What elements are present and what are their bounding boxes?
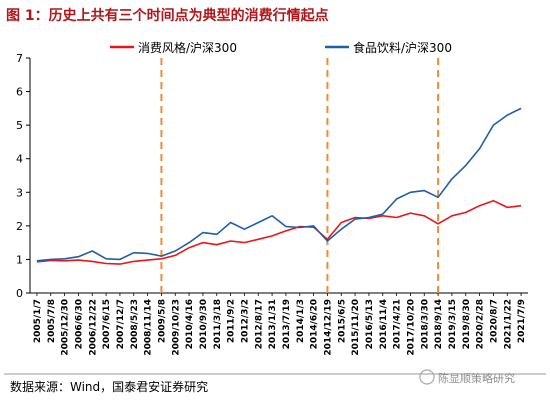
- x-tick-label: 2007/6/15: [102, 299, 112, 349]
- y-tick-label: 4: [16, 153, 23, 166]
- x-tick-label: 2018/3/30: [420, 299, 430, 349]
- x-tick-label: 2020/8/7: [489, 299, 499, 343]
- x-tick-label: 2007/12/7: [116, 299, 126, 349]
- x-tick-label: 2010/4/16: [185, 299, 195, 349]
- series-line-consumer: [36, 199, 522, 265]
- x-tick-label: 2011/9/2: [227, 299, 237, 343]
- legend-label-food: 食品饮料/沪深300: [353, 40, 452, 55]
- legend-label-consumer: 消费风格/沪深300: [138, 40, 237, 55]
- x-tick-label: 2016/11/4: [379, 299, 389, 349]
- x-tick-label: 2014/1/3: [296, 299, 306, 343]
- x-tick-label: 2015/6/5: [337, 299, 347, 343]
- x-tick-label: 2017/10/20: [406, 299, 416, 356]
- watermark: 陈显顺策略研究: [419, 369, 515, 385]
- x-tick-label: 2006/6/30: [74, 299, 84, 349]
- x-tick-label: 2009/5/8: [157, 299, 167, 343]
- y-tick-label: 6: [16, 86, 23, 99]
- x-tick-label: 2005/7/8: [47, 299, 57, 343]
- x-tick-label: 2019/3/15: [448, 299, 458, 349]
- x-tick-label: 2016/5/13: [365, 299, 375, 349]
- x-tick-label: 2019/8/30: [462, 299, 472, 349]
- x-tick-label: 2021/7/9: [517, 299, 527, 343]
- x-tick-label: 2008/5/23: [130, 299, 140, 349]
- x-tick-label: 2017/4/21: [393, 299, 403, 349]
- x-tick-label: 2013/7/19: [282, 299, 292, 349]
- x-tick-label: 2015/11/20: [351, 299, 361, 356]
- x-tick-label: 2009/10/23: [171, 299, 181, 356]
- wechat-icon: [419, 369, 435, 385]
- x-tick-label: 2012/8/17: [254, 299, 264, 349]
- legend: 消费风格/沪深300 食品饮料/沪深300: [110, 40, 452, 55]
- x-tick-label: 2008/11/14: [144, 299, 154, 356]
- x-tick-label: 2006/12/22: [88, 299, 98, 356]
- y-tick-label: 0: [16, 287, 23, 300]
- y-tick-label: 5: [16, 119, 23, 132]
- x-tick-label: 2021/1/22: [503, 299, 513, 349]
- x-tick-label: 2005/1/7: [33, 299, 43, 343]
- x-tick-label: 2014/6/20: [310, 299, 320, 349]
- watermark-text: 陈显顺策略研究: [438, 371, 515, 385]
- data-source: 数据来源：Wind，国泰君安证券研究: [10, 379, 208, 394]
- x-tick-label: 2005/12/30: [61, 299, 71, 356]
- y-tick-label: 7: [16, 52, 23, 65]
- x-tick-label: 2020/2/28: [476, 299, 486, 349]
- series-line-food: [36, 107, 522, 262]
- y-tick-label: 1: [16, 253, 23, 266]
- y-tick-label: 3: [16, 186, 23, 199]
- x-tick-label: 2011/3/18: [213, 299, 223, 349]
- x-tick-label: 2018/9/14: [434, 299, 444, 349]
- x-tick-label: 2014/12/19: [323, 299, 333, 356]
- y-tick-label: 2: [16, 220, 23, 233]
- x-tick-label: 2013/1/31: [268, 299, 278, 349]
- x-tick-label: 2012/3/2: [240, 299, 250, 343]
- x-tick-label: 2010/9/30: [199, 299, 209, 349]
- chart-title: 图 1：历史上共有三个时间点为典型的消费行情起点: [6, 7, 329, 24]
